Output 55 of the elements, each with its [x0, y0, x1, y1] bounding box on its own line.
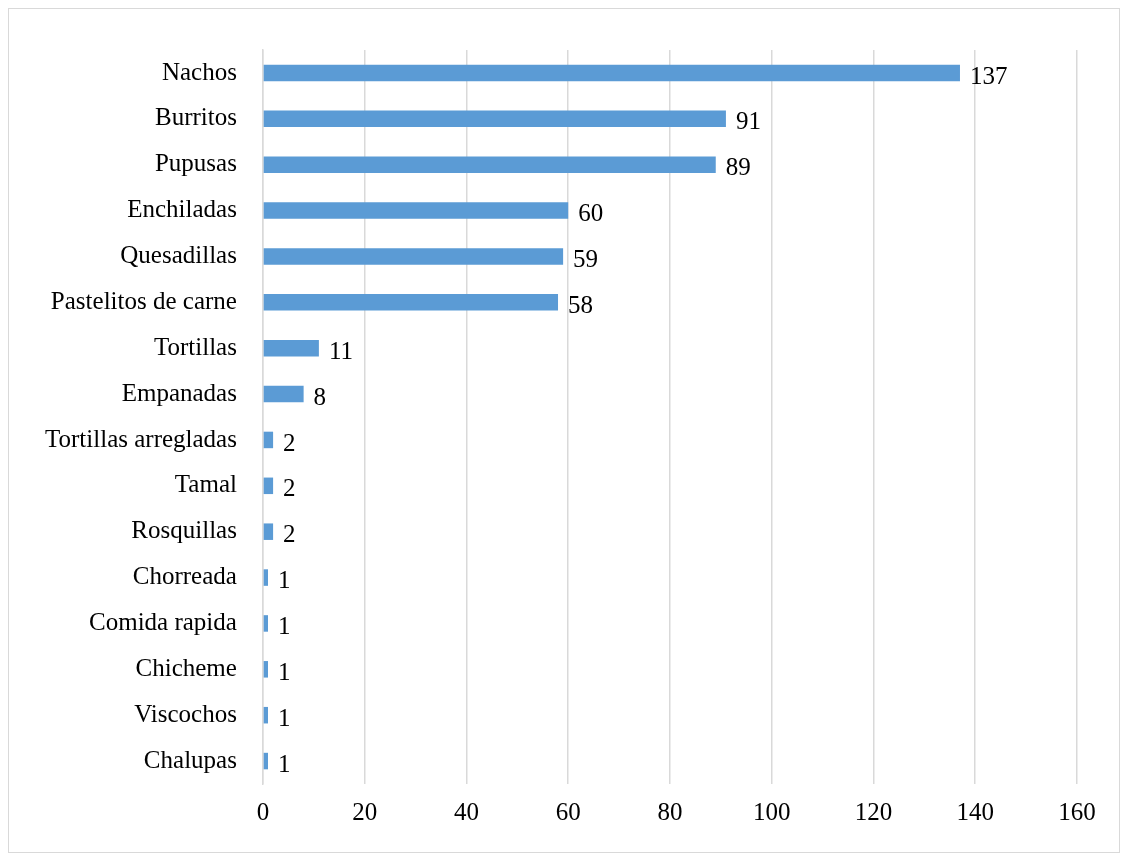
- y-tick-label: Enchiladas: [127, 195, 237, 223]
- data-label: 2: [283, 520, 296, 548]
- data-label: 1: [278, 703, 291, 731]
- bar: [263, 523, 274, 540]
- data-label: 60: [578, 199, 604, 227]
- x-tick-label: 160: [1058, 797, 1096, 825]
- y-tick-label: Quesadillas: [120, 241, 237, 268]
- y-tick-label: Nachos: [161, 57, 237, 85]
- y-tick-label: Comida rapida: [89, 608, 237, 635]
- x-tick-label: 0: [256, 797, 270, 825]
- y-tick-label: Viscochos: [134, 699, 237, 727]
- y-tick-label: Tortillas: [153, 332, 237, 360]
- data-label: 1: [278, 566, 291, 594]
- bar: [263, 294, 559, 311]
- bar: [263, 385, 304, 403]
- y-tick-label: Burritos: [154, 103, 237, 131]
- y-tick-label: Chorreada: [132, 562, 237, 590]
- data-label: 11: [328, 336, 353, 364]
- bar: [263, 477, 274, 495]
- y-tick-label: Pastelitos de carne: [50, 286, 237, 314]
- bar: [263, 64, 960, 82]
- bar: [263, 339, 319, 357]
- y-tick-label: Empanadas: [121, 378, 237, 406]
- y-tick-label: Chicheme: [135, 653, 237, 681]
- x-tick-label: 20: [352, 797, 378, 825]
- bar: [263, 569, 269, 586]
- data-label: 1: [278, 749, 291, 777]
- bar: [263, 431, 274, 449]
- data-label: 58: [568, 290, 594, 318]
- x-tick-label: 40: [453, 797, 479, 825]
- bar: [263, 110, 726, 128]
- x-tick-label: 140: [956, 797, 994, 825]
- y-tick-label: Tamal: [174, 470, 237, 498]
- x-tick-label: 120: [854, 797, 893, 825]
- data-label: 91: [735, 107, 761, 135]
- data-label: 137: [969, 61, 1008, 89]
- x-tick-label: 60: [555, 797, 581, 825]
- data-label: 2: [283, 428, 296, 456]
- bar: [263, 202, 569, 219]
- bar: [263, 661, 269, 678]
- x-tick-label: 100: [752, 797, 791, 825]
- y-tick-label: Pupusas: [154, 149, 237, 177]
- data-label: 1: [278, 612, 291, 639]
- y-tick-label: Tortillas arregladas: [45, 424, 237, 452]
- data-label: 89: [725, 153, 751, 181]
- bar: [263, 248, 564, 265]
- data-label: 2: [283, 474, 296, 502]
- data-label: 8: [313, 382, 327, 410]
- y-tick-label: Chalupas: [143, 745, 237, 773]
- x-tick-label: 80: [657, 797, 683, 825]
- y-tick-label: Rosquillas: [131, 516, 237, 544]
- bar: [263, 615, 269, 632]
- bar: [263, 156, 716, 173]
- data-label: 1: [278, 657, 291, 685]
- data-label: 59: [573, 245, 599, 272]
